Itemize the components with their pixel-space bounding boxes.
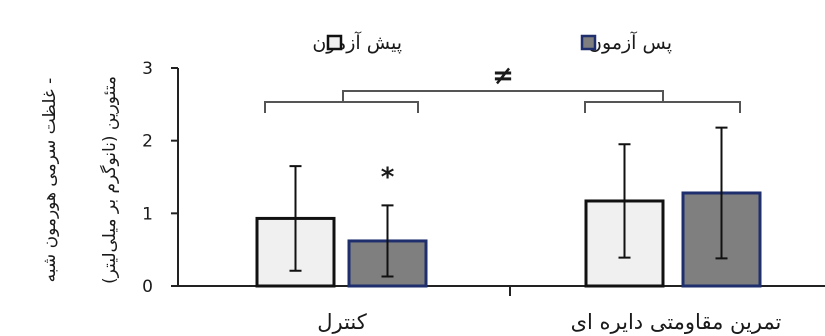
bracket-control [264, 101, 419, 113]
error-bar-training-post-test [715, 126, 728, 260]
error-bar-control-post-test [381, 204, 394, 278]
legend-item-pre-test: پیش آزمون [312, 30, 402, 54]
legend-swatch-post-test [580, 34, 597, 51]
y-axis-title-line-1: غلظت سرمی هورمون شبه - [40, 78, 60, 283]
legend-label-post-test: پس آزمون [588, 30, 672, 54]
legend-label-pre-test: پیش آزمون [312, 30, 402, 54]
y-tick-label-2: 2 [142, 132, 153, 152]
between-group-difference-mark: ≠ [492, 61, 514, 91]
significance-star: * [381, 162, 395, 192]
legend: پیش آزمون پس آزمون [312, 30, 672, 54]
error-bar-control-pre-test [289, 165, 302, 272]
bars [255, 191, 762, 288]
category-label-training: تمرین مقاومتی دایره ای [571, 310, 782, 334]
y-axis-title-line-2: متئورین (نانوگرم بر میلی‌لیتر) [99, 76, 120, 284]
comparison-brackets [264, 90, 741, 113]
y-tick-label-0: 0 [142, 277, 153, 297]
error-bar-training-pre-test [618, 143, 631, 259]
bracket-training [584, 101, 741, 113]
category-label-control: کنترل [317, 310, 367, 334]
y-tick-label-1: 1 [142, 204, 153, 224]
y-tick-label-3: 3 [142, 59, 153, 79]
bracket-between-groups [342, 90, 664, 102]
legend-item-post-test: پس آزمون [580, 30, 672, 54]
error-bars [289, 126, 728, 278]
y-axis-ticks: 0 1 2 3 [142, 59, 178, 297]
legend-swatch-pre-test [326, 34, 343, 51]
